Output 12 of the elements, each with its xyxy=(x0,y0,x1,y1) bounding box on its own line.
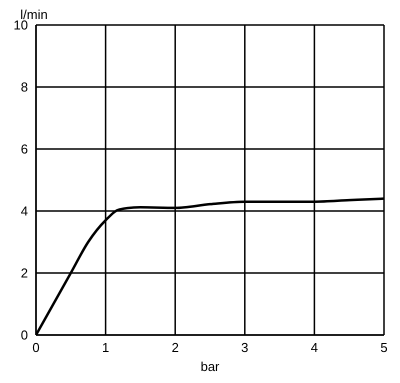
x-tick-label: 5 xyxy=(380,340,388,356)
y-tick-label: 4 xyxy=(20,204,28,219)
x-axis-title: bar xyxy=(200,359,220,374)
y-tick-label: 6 xyxy=(20,142,28,157)
x-tick-label: 4 xyxy=(310,340,318,356)
x-tick-label: 1 xyxy=(102,340,110,356)
x-tick-label: 2 xyxy=(172,340,179,356)
x-tick-label: 0 xyxy=(32,340,40,356)
x-tick-label: 3 xyxy=(241,340,248,356)
y-tick-label: 8 xyxy=(20,80,28,95)
y-tick-label: 2 xyxy=(20,266,28,281)
y-tick-label: 0 xyxy=(20,328,28,343)
